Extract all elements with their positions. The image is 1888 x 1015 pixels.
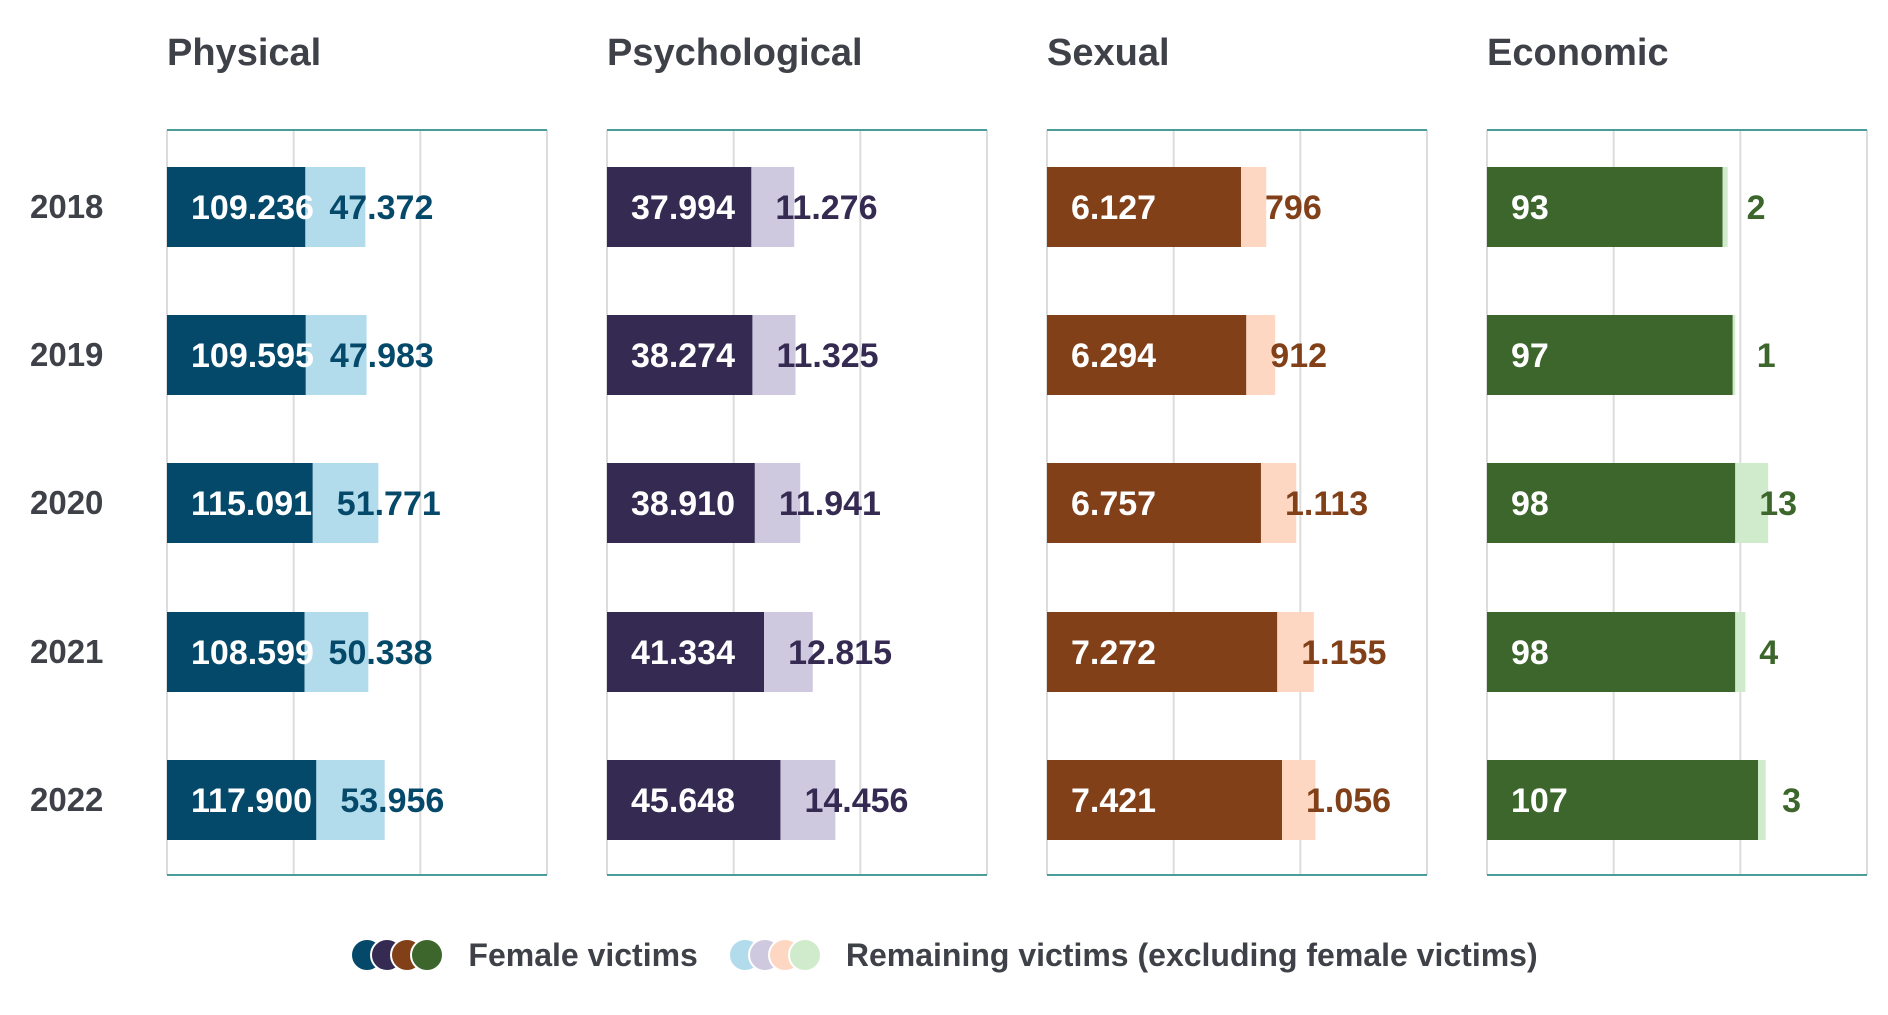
- panel-title: Sexual: [1047, 32, 1170, 74]
- legend-item-female: Female victims: [350, 936, 698, 974]
- bar-remaining: [764, 612, 813, 692]
- bar-female: [1047, 315, 1247, 395]
- bar-remaining: [1732, 315, 1736, 395]
- data-label-remaining: 2: [1747, 189, 1766, 227]
- bar-remaining: [1246, 315, 1276, 395]
- data-label-female: 6.127: [1071, 189, 1156, 227]
- bar-female: [607, 760, 781, 840]
- data-label-female: 7.272: [1071, 634, 1156, 672]
- bar-female: [167, 315, 306, 395]
- bar-female: [607, 612, 765, 692]
- year-label: 2020: [30, 484, 103, 521]
- bar-remaining: [1260, 463, 1297, 543]
- legend-label-remaining: Remaining victims (excluding female vict…: [845, 936, 1538, 973]
- data-label-remaining: 47.372: [329, 189, 433, 227]
- data-label-remaining: 11.276: [775, 189, 877, 227]
- data-label-remaining: 11.325: [776, 337, 878, 375]
- data-label-remaining: 3: [1782, 782, 1801, 820]
- bar-female: [1487, 463, 1736, 543]
- data-label-female: 109.236: [191, 189, 314, 227]
- bar-remaining: [305, 167, 366, 247]
- data-label-remaining: 1: [1757, 337, 1776, 375]
- bar-remaining: [316, 760, 385, 840]
- bar-remaining: [780, 760, 836, 840]
- legend-item-remaining: Remaining victims (excluding female vict…: [727, 936, 1538, 974]
- year-label: 2021: [30, 633, 103, 670]
- bar-remaining: [1722, 167, 1728, 247]
- data-label-female: 41.334: [631, 634, 735, 672]
- data-label-remaining: 11.941: [779, 485, 881, 523]
- bar-female: [1047, 760, 1282, 840]
- data-label-remaining: 796: [1265, 189, 1322, 227]
- data-label-remaining: 12.815: [788, 634, 892, 672]
- data-label-female: 93: [1511, 189, 1549, 227]
- data-label-remaining: 1.155: [1301, 634, 1386, 672]
- bar-female: [167, 612, 305, 692]
- bar-female: [167, 463, 313, 543]
- data-label-remaining: 47.983: [330, 337, 434, 375]
- data-label-female: 107: [1511, 782, 1568, 820]
- data-label-female: 115.091: [191, 485, 312, 523]
- bar-female: [1047, 463, 1261, 543]
- legend-label-female: Female victims: [468, 936, 698, 973]
- bar-female: [1487, 315, 1733, 395]
- data-label-female: 6.757: [1071, 485, 1156, 523]
- data-label-female: 97: [1511, 337, 1549, 375]
- bar-remaining: [751, 167, 795, 247]
- data-label-remaining: 53.956: [340, 782, 444, 820]
- bar-remaining: [1735, 463, 1769, 543]
- data-label-remaining: 1.113: [1285, 485, 1368, 523]
- legend-dot: [410, 938, 445, 972]
- bar-remaining: [312, 463, 379, 543]
- data-label-female: 117.900: [191, 782, 312, 820]
- bar-remaining: [1241, 167, 1267, 247]
- data-label-female: 38.274: [631, 337, 735, 375]
- data-label-remaining: 912: [1270, 337, 1327, 375]
- bar-remaining: [305, 315, 367, 395]
- panel-title: Economic: [1487, 32, 1669, 74]
- panel-title: Physical: [167, 32, 321, 74]
- bar-female: [167, 167, 306, 247]
- data-label-female: 38.910: [631, 485, 735, 523]
- year-label: 2018: [30, 188, 103, 225]
- data-label-female: 98: [1511, 634, 1549, 672]
- bar-female: [607, 167, 752, 247]
- bar-female: [1487, 612, 1736, 692]
- data-label-remaining: 1.056: [1306, 782, 1391, 820]
- data-label-remaining: 4: [1759, 634, 1778, 672]
- data-label-remaining: 51.771: [337, 485, 441, 523]
- legend: Female victims Remaining victims (exclud…: [0, 930, 1888, 980]
- year-label: 2019: [30, 336, 103, 373]
- bar-female: [1047, 167, 1242, 247]
- bar-remaining: [1735, 612, 1746, 692]
- bar-female: [167, 760, 317, 840]
- year-label: 2022: [30, 781, 103, 818]
- data-label-female: 98: [1511, 485, 1549, 523]
- bar-female: [1487, 760, 1759, 840]
- bar-female: [1047, 612, 1278, 692]
- bar-remaining: [1758, 760, 1766, 840]
- bar-remaining: [752, 315, 796, 395]
- bar-remaining: [1277, 612, 1314, 692]
- bar-remaining: [754, 463, 801, 543]
- legend-swatch-female: [350, 938, 445, 972]
- data-label-remaining: 14.456: [804, 782, 908, 820]
- data-label-remaining: 13: [1759, 485, 1797, 523]
- data-label-female: 7.421: [1071, 782, 1156, 820]
- bar-remaining: [304, 612, 369, 692]
- data-label-female: 109.595: [191, 337, 314, 375]
- bar-remaining: [1281, 760, 1316, 840]
- data-label-female: 37.994: [631, 189, 735, 227]
- panel-title: Psychological: [607, 32, 863, 74]
- legend-dot: [787, 938, 822, 972]
- legend-swatch-remaining: [727, 938, 822, 972]
- data-label-remaining: 50.338: [329, 634, 433, 672]
- bar-female: [1487, 167, 1723, 247]
- bar-female: [607, 315, 753, 395]
- data-label-female: 45.648: [631, 782, 735, 820]
- data-label-female: 108.599: [191, 634, 314, 672]
- data-label-female: 6.294: [1071, 337, 1156, 375]
- bar-female: [607, 463, 755, 543]
